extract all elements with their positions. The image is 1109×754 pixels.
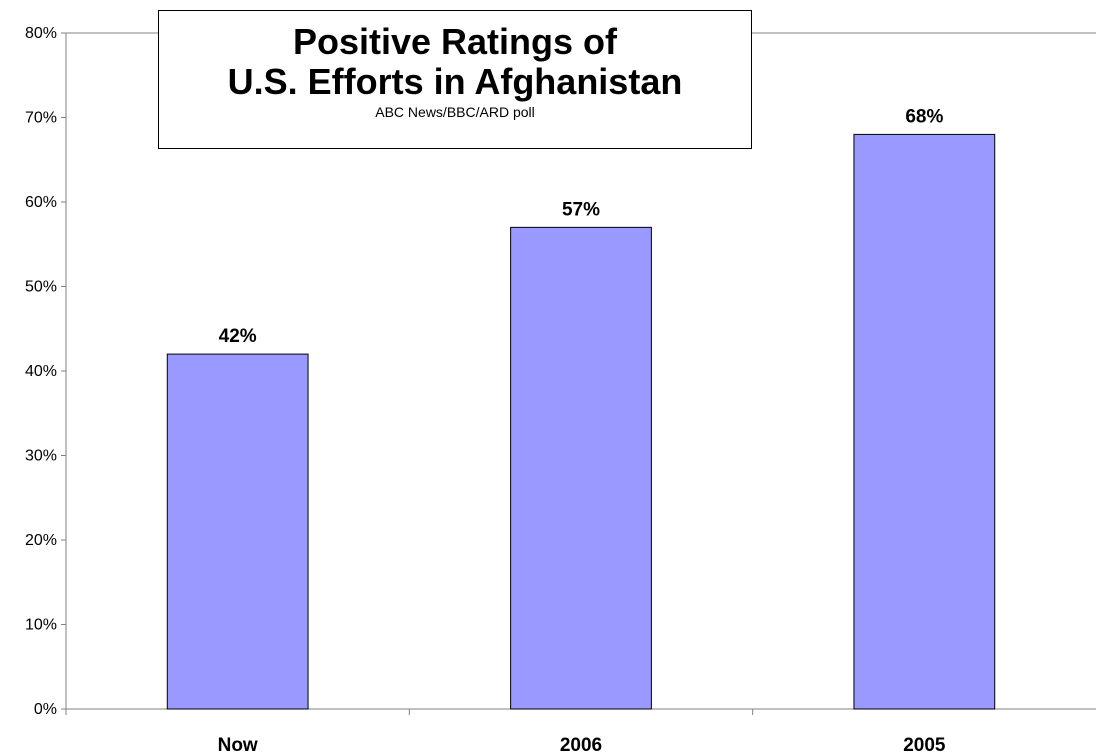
category-label-Now: Now	[218, 735, 258, 754]
y-tick-label-80: 80%	[25, 25, 57, 42]
y-tick-label-70: 70%	[25, 110, 57, 127]
y-tick-label-30: 30%	[25, 448, 57, 465]
y-tick-label-10: 10%	[25, 617, 57, 634]
data-label-Now: 42%	[219, 326, 257, 347]
category-label-2005: 2005	[903, 735, 946, 754]
chart-subtitle: ABC News/BBC/ARD poll	[375, 104, 535, 120]
bar-2006	[510, 226, 652, 710]
bar-2005	[853, 133, 996, 710]
y-tick-label-60: 60%	[25, 194, 57, 211]
data-label-2006: 57%	[562, 199, 600, 220]
bar-Now	[166, 353, 309, 710]
chart-title-box: Positive Ratings of U.S. Efforts in Afgh…	[158, 10, 752, 149]
y-tick-label-40: 40%	[25, 363, 57, 380]
y-tick-label-50: 50%	[25, 279, 57, 296]
data-label-2005: 68%	[905, 106, 943, 127]
y-tick-label-0: 0%	[34, 701, 57, 718]
chart-title-line-1: Positive Ratings of	[292, 21, 618, 62]
category-label-2006: 2006	[560, 735, 602, 754]
y-tick-label-20: 20%	[25, 532, 57, 549]
chart-title-line-2: U.S. Efforts in Afghanistan	[227, 61, 683, 102]
